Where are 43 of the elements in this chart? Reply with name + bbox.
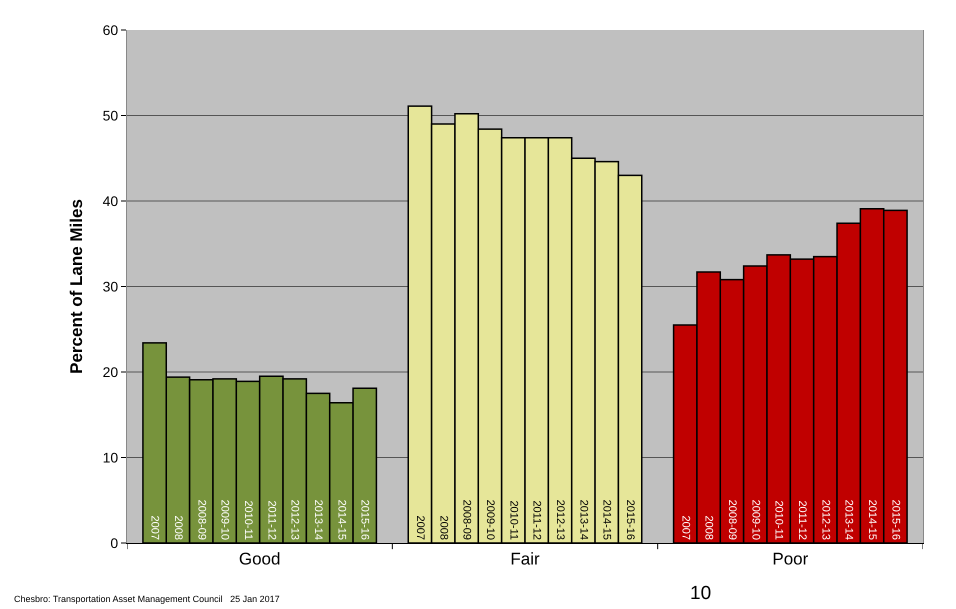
y-tick-label: 0 xyxy=(110,534,118,551)
text: 2015-16 xyxy=(889,500,902,540)
series-label: 2011-12 xyxy=(265,500,278,540)
text: 2014-15 xyxy=(600,500,613,540)
text: 2014-15 xyxy=(866,500,878,540)
text: 2015-16 xyxy=(624,500,636,540)
x-tick-label: Fair xyxy=(510,549,540,568)
x-tick-label: Good xyxy=(238,549,280,568)
text: 2011-12 xyxy=(530,500,543,540)
text: 2013-14 xyxy=(577,500,590,540)
y-tick-label: 60 xyxy=(102,22,118,38)
text: 2009-10 xyxy=(749,500,762,540)
text: 2012-13 xyxy=(554,500,566,540)
text: 2010-11 xyxy=(772,500,785,540)
text: 2008 xyxy=(702,516,715,540)
text: Chesbro: Transportation Asset Management Council 25 Jan 2017 xyxy=(14,594,280,604)
series-label: 2012-13 xyxy=(288,500,301,540)
series-label: 2009-10 xyxy=(218,500,231,540)
series-label: 2008-09 xyxy=(195,500,208,540)
y-axis-title: Percent of Lane Miles xyxy=(67,199,86,374)
series-label: 2013-14 xyxy=(312,500,324,540)
y-tick-label: 40 xyxy=(102,192,118,209)
y-tick-label: 10 xyxy=(102,449,118,466)
series-label: 2007 xyxy=(148,516,161,540)
text: 2007 xyxy=(414,516,426,540)
series-label: 2008 xyxy=(172,516,184,540)
series-label: 2015-16 xyxy=(358,500,371,540)
text: 2007 xyxy=(679,516,692,540)
x-tick-label: Poor xyxy=(772,549,809,568)
y-tick-label: 20 xyxy=(102,364,118,380)
text: 2013-14 xyxy=(842,500,855,540)
text: 2012-13 xyxy=(819,500,832,540)
text: 2008-09 xyxy=(726,500,738,540)
text: 2010-11 xyxy=(507,500,520,540)
text: 2008-09 xyxy=(460,500,473,540)
series-label: 2014-15 xyxy=(335,500,348,540)
text: 2011-12 xyxy=(796,500,808,540)
series-label: 2010-11 xyxy=(242,500,254,540)
text: 10 xyxy=(690,583,712,604)
y-tick-label: 30 xyxy=(102,278,118,294)
text: 2008 xyxy=(437,516,450,540)
y-tick-label: 50 xyxy=(102,107,118,124)
text: 2009-10 xyxy=(484,500,496,540)
